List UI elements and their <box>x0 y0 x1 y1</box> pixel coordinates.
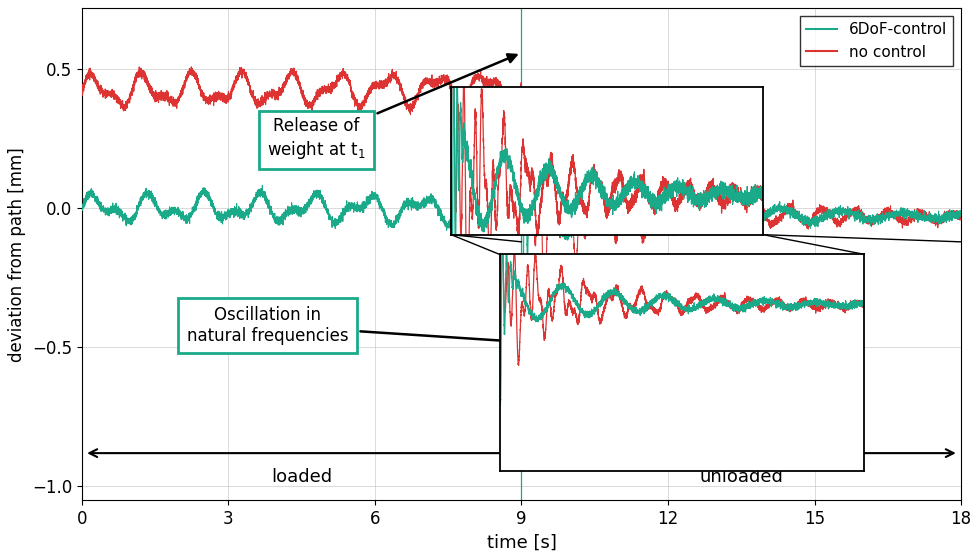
Text: loaded: loaded <box>271 468 332 487</box>
Legend: 6DoF-control, no control: 6DoF-control, no control <box>801 16 954 66</box>
X-axis label: time [s]: time [s] <box>486 534 557 552</box>
Y-axis label: deviation from path [mm]: deviation from path [mm] <box>9 147 26 362</box>
Text: Oscillation in
natural frequencies: Oscillation in natural frequencies <box>186 306 515 345</box>
Text: unloaded: unloaded <box>700 468 783 487</box>
Text: Release of
weight at t$_1$: Release of weight at t$_1$ <box>268 54 516 161</box>
